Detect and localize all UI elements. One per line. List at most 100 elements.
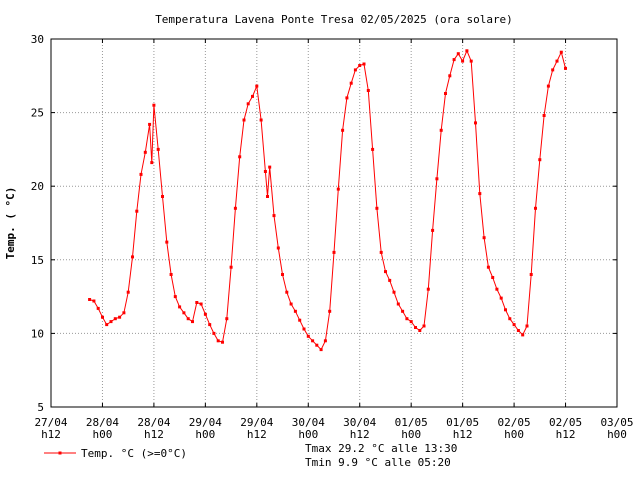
x-tick-label-hour: h00 (93, 428, 113, 441)
legend-label: Temp. °C (>=0°C) (81, 447, 187, 460)
x-tick-label-date: 02/05 (549, 416, 582, 429)
data-point (474, 121, 477, 125)
data-point (353, 68, 357, 72)
data-point (182, 311, 186, 315)
data-point (118, 315, 122, 319)
data-point (444, 92, 447, 95)
data-point (92, 299, 96, 303)
data-point (276, 246, 280, 250)
data-point (375, 206, 379, 210)
grid-lines (51, 39, 617, 407)
data-point (349, 81, 353, 85)
data-point (521, 333, 525, 337)
data-point (135, 209, 139, 213)
y-tick-label: 25 (31, 107, 44, 120)
data-point (482, 236, 486, 240)
legend-marker (58, 451, 62, 455)
x-tick-label-hour: h00 (298, 428, 318, 441)
data-point (564, 66, 567, 70)
plot-frame (50, 38, 618, 408)
data-point (465, 49, 469, 53)
data-point (555, 59, 559, 63)
series-temperature (88, 49, 567, 352)
data-point (366, 89, 370, 92)
data-point (208, 323, 212, 327)
data-point (538, 158, 542, 162)
x-tick-label-date: 28/04 (137, 416, 170, 429)
y-tick-label: 30 (31, 33, 44, 46)
data-point (323, 339, 327, 343)
y-axis-label: Temp. ( °C) (4, 187, 17, 260)
data-point (216, 339, 220, 343)
data-point (139, 172, 143, 176)
data-point (152, 103, 156, 107)
data-point (358, 64, 362, 67)
data-point (285, 290, 289, 294)
data-point (542, 114, 546, 117)
data-point (148, 122, 152, 126)
data-point (409, 320, 413, 324)
data-point (298, 318, 302, 322)
data-point (551, 68, 555, 72)
data-point (469, 59, 473, 63)
data-point (491, 276, 495, 279)
data-point (456, 52, 460, 56)
data-point (546, 84, 550, 88)
data-point (396, 302, 400, 306)
data-point (486, 265, 490, 269)
legend: Temp. °C (>=0°C) (44, 447, 187, 460)
data-point (311, 339, 315, 343)
data-point (191, 320, 194, 324)
data-point (272, 214, 276, 218)
tmax-text: Tmax 29.2 °C alle 13:30 (305, 442, 458, 455)
x-tick-label-date: 30/04 (292, 416, 325, 429)
data-point (516, 329, 520, 332)
data-point (88, 298, 92, 301)
data-point (165, 240, 169, 244)
x-tick-label-date: 30/04 (343, 416, 376, 429)
x-tick-label-date: 03/05 (600, 416, 633, 429)
data-point (289, 302, 293, 306)
x-tick-label-hour: h12 (350, 428, 370, 441)
data-point (499, 296, 503, 300)
x-tick-label-date: 29/04 (240, 416, 273, 429)
data-point (362, 62, 366, 66)
data-point (156, 147, 160, 151)
x-tick-label-date: 01/05 (446, 416, 479, 429)
data-point (122, 311, 126, 315)
data-point (401, 309, 405, 313)
data-point (426, 287, 430, 291)
data-point (439, 128, 443, 132)
data-point (178, 305, 182, 309)
data-point (225, 317, 229, 321)
data-point (143, 150, 147, 154)
data-point (422, 324, 426, 328)
data-point (345, 96, 349, 100)
data-point (559, 50, 563, 54)
y-tick-label: 10 (31, 327, 44, 340)
x-tick-label-hour: h12 (41, 428, 61, 441)
data-point (418, 329, 422, 332)
data-point (199, 302, 203, 306)
data-point (169, 273, 173, 276)
data-point (293, 309, 297, 313)
data-point (328, 309, 332, 313)
x-tick-label-hour: h12 (247, 428, 267, 441)
data-point (246, 102, 250, 106)
data-point (105, 323, 109, 327)
data-point (461, 59, 465, 63)
data-point (384, 270, 387, 274)
data-point (315, 343, 319, 347)
x-tick-label-hour: h00 (195, 428, 215, 441)
x-tick-label-date: 02/05 (498, 416, 531, 429)
data-point (233, 206, 237, 210)
data-point (379, 250, 383, 254)
data-point (131, 255, 134, 259)
data-point (109, 320, 113, 324)
data-point (251, 94, 254, 98)
data-point (478, 192, 482, 196)
data-point (534, 206, 537, 210)
data-point (405, 317, 409, 321)
data-point (319, 348, 323, 352)
